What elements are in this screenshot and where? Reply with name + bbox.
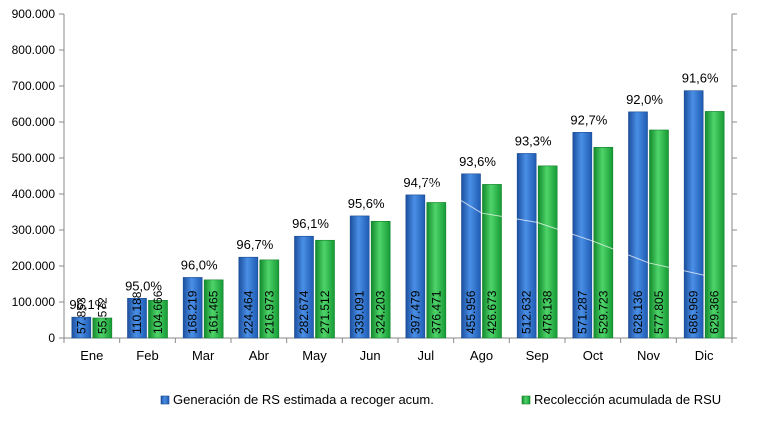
bar-recoleccion xyxy=(649,129,669,339)
percent-label: 95,6% xyxy=(348,196,385,211)
percent-label: 93,6% xyxy=(459,154,496,169)
x-category-label: May xyxy=(302,348,327,363)
bar-recoleccion xyxy=(92,317,113,339)
x-category-label: Oct xyxy=(583,348,604,363)
bar-generacion xyxy=(405,194,426,339)
data-label-generacion: 397.479 xyxy=(408,290,422,334)
percent-label: 96,0% xyxy=(181,257,218,272)
bar-recoleccion xyxy=(482,184,502,339)
data-label-generacion: 168.219 xyxy=(186,290,200,334)
bar-recoleccion xyxy=(148,300,168,339)
percent-label: 96,7% xyxy=(236,237,273,252)
y-tick-label: 900.000 xyxy=(12,7,56,21)
data-label-generacion: 282.674 xyxy=(297,290,311,334)
bar-generacion xyxy=(349,215,370,339)
data-label-generacion: 57.853 xyxy=(74,297,88,334)
data-label-generacion: 224.464 xyxy=(241,290,255,334)
data-label-recoleccion: 426.673 xyxy=(485,290,499,334)
x-category-label: Ago xyxy=(470,348,493,363)
data-label-recoleccion: 529.723 xyxy=(596,290,610,334)
x-category-label: Feb xyxy=(136,348,158,363)
bar-recoleccion xyxy=(704,111,725,339)
bar-generacion xyxy=(294,235,314,339)
data-label-recoleccion: 324.203 xyxy=(374,290,388,334)
data-label-recoleccion: 376.471 xyxy=(429,290,443,334)
bar-recoleccion xyxy=(259,259,280,339)
data-label-recoleccion: 478.138 xyxy=(541,290,555,334)
y-tick-label: 400.000 xyxy=(12,187,56,201)
y-tick-label: 800.000 xyxy=(12,43,56,57)
percent-label: 96,1% xyxy=(292,216,329,231)
x-category-label: Jun xyxy=(360,348,381,363)
bar-generacion xyxy=(628,111,648,339)
x-category-label: Abr xyxy=(249,348,270,363)
percent-line xyxy=(91,116,705,276)
bar-generacion xyxy=(572,132,593,339)
x-category-label: Jul xyxy=(418,348,435,363)
bar-generacion xyxy=(238,256,259,339)
bar-recoleccion xyxy=(203,279,224,339)
legend-label-recoleccion: Recolección acumulada de RSU xyxy=(534,392,721,407)
bar-generacion xyxy=(127,298,147,339)
data-label-generacion: 512.632 xyxy=(520,290,534,334)
y-tick-label: 600.000 xyxy=(12,115,56,129)
data-label-recoleccion: 55.572 xyxy=(95,297,109,334)
y-tick-label: 700.000 xyxy=(12,79,56,93)
y-tick-label: 200.000 xyxy=(12,259,56,273)
data-label-generacion: 686.969 xyxy=(687,290,701,334)
data-label-recoleccion: 577.805 xyxy=(652,290,666,334)
x-category-label: Sep xyxy=(526,348,549,363)
percent-label: 92,0% xyxy=(626,92,663,107)
legend: Generación de RS estimada a recoger acum… xyxy=(160,392,721,407)
y-tick-label: 100.000 xyxy=(12,295,56,309)
percent-label: 92,7% xyxy=(570,112,607,127)
legend-swatch-recoleccion xyxy=(521,395,531,405)
data-label-generacion: 339.091 xyxy=(353,290,367,334)
x-category-label: Nov xyxy=(637,348,661,363)
data-label-generacion: 110.188 xyxy=(130,291,144,334)
percent-label: 93,3% xyxy=(515,133,552,148)
data-label-recoleccion: 216.973 xyxy=(262,290,276,334)
x-category-label: Mar xyxy=(192,348,215,363)
y-tick-label: 500.000 xyxy=(12,151,56,165)
bar-generacion xyxy=(683,90,704,339)
data-label-recoleccion: 629.366 xyxy=(708,290,722,334)
x-category-label: Dic xyxy=(695,348,714,363)
bar-generacion xyxy=(516,153,537,339)
bar-recoleccion xyxy=(537,165,558,339)
bar-generacion xyxy=(461,173,481,339)
legend-label-generacion: Generación de RS estimada a recoger acum… xyxy=(173,392,434,407)
bar-generacion xyxy=(71,316,92,339)
data-label-generacion: 628.136 xyxy=(631,290,645,334)
percent-label: 94,7% xyxy=(403,175,440,190)
data-label-recoleccion: 104.666 xyxy=(151,290,165,334)
bar-recoleccion xyxy=(593,146,614,339)
percent-label: 95,0% xyxy=(125,278,162,293)
bar-recoleccion xyxy=(370,220,391,339)
data-label-recoleccion: 161.465 xyxy=(207,290,221,334)
legend-swatch-generacion xyxy=(160,395,170,405)
x-category-label: Ene xyxy=(80,348,103,363)
bar-generacion xyxy=(182,277,203,339)
y-tick-label: 300.000 xyxy=(12,223,56,237)
bar-recoleccion xyxy=(426,202,447,339)
data-label-recoleccion: 271.512 xyxy=(318,290,332,334)
data-label-generacion: 455.956 xyxy=(464,290,478,334)
percent-label: 96,1% xyxy=(69,297,106,312)
y-tick-label: 0 xyxy=(48,331,55,345)
bar-recoleccion xyxy=(315,239,335,339)
data-label-generacion: 571.287 xyxy=(575,290,589,334)
percent-label: 91,6% xyxy=(682,71,719,86)
